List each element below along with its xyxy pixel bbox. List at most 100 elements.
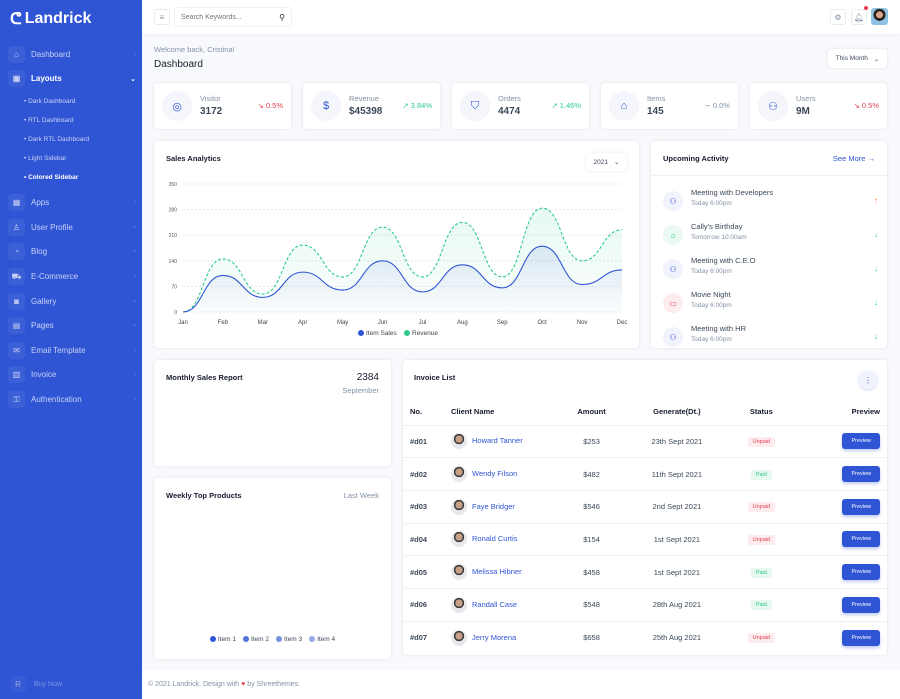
legend-item[interactable]: Item 1 xyxy=(209,636,236,643)
preview-button[interactable]: Preview xyxy=(842,433,880,450)
status-cell: Unpaid xyxy=(731,522,791,556)
period-select[interactable]: This Month ⌄ xyxy=(828,49,887,68)
y-tick-label: 280 xyxy=(169,208,178,214)
buy-now-link[interactable]: R Buy Now xyxy=(10,676,62,692)
preview-button[interactable]: Preview xyxy=(842,629,880,646)
preview-cell: Preview xyxy=(790,587,887,622)
activity-item[interactable]: ⚇ Meeting with Developers Today 6:00pm ↑ xyxy=(663,188,878,222)
weekly-products-card: Weekly Top Products Last Week Item 1 Item… xyxy=(154,478,391,659)
preview-cell: Preview xyxy=(790,555,887,589)
notifications-button[interactable]: 🔔︎ xyxy=(851,9,867,25)
sidebar-item-blog[interactable]: ◔ Blog › xyxy=(8,242,136,262)
see-more-link[interactable]: See More → xyxy=(832,154,875,163)
legend-item[interactable]: Item 4 xyxy=(309,636,335,643)
client-avatar xyxy=(451,466,467,483)
preview-cell: Preview xyxy=(790,457,887,491)
legend-item[interactable]: Item 2 xyxy=(242,636,269,643)
client-avatar xyxy=(451,498,467,515)
client-name-link[interactable]: Randall Case xyxy=(472,599,518,609)
status-badge: Paid xyxy=(750,567,772,578)
legend-item[interactable]: Item 3 xyxy=(276,636,302,643)
sidebar-item-layouts[interactable]: ▣ Layouts ⌄ xyxy=(8,69,136,89)
stat-change: ∼ 0.0% xyxy=(704,101,730,110)
activity-item[interactable]: ⌂ Cally's Birthday Tomorrow 10:00am ↓ xyxy=(663,222,878,256)
amount: $482 xyxy=(561,457,623,491)
client-cell: Faye Bridger xyxy=(451,489,561,524)
stat-card-users: ⚇ Users 9M ↘ 0.5% xyxy=(750,83,887,129)
date: 1st Sept 2021 xyxy=(622,555,732,589)
sidebar-item-pages[interactable]: ▤ Pages › xyxy=(8,316,136,336)
x-tick-label: Apr xyxy=(298,320,307,326)
preview-cell: Preview xyxy=(790,489,887,524)
sidebar-subitem[interactable]: • Dark RTL Dashboard xyxy=(24,136,90,143)
sidebar-item-authentication[interactable]: ⚿ Authentication › xyxy=(8,390,136,410)
chevron-right-icon: › xyxy=(133,371,136,379)
client-cell: Randall Case xyxy=(451,587,561,622)
stat-card-items: ⌂ Items 145 ∼ 0.0% xyxy=(601,83,738,129)
sidebar-item-invoice[interactable]: ▥ Invoice › xyxy=(8,365,136,385)
client-name-link[interactable]: Howard Tanner xyxy=(472,436,523,446)
client-name-link[interactable]: Jerry Morena xyxy=(472,632,517,642)
period-label[interactable]: Last Week xyxy=(343,491,379,500)
activity-item[interactable]: ⚇ Meeting with HR Today 6:00pm ↓ xyxy=(663,324,878,358)
x-tick-label: Dec xyxy=(617,320,628,326)
activity-item[interactable]: ▭ Movie Night Today 6:00pm ↓ xyxy=(663,290,878,324)
chevron-right-icon: › xyxy=(133,50,136,58)
sidebar-item-user-profile[interactable]: ♙ User Profile › xyxy=(8,217,136,237)
monthly-sales-month: September xyxy=(342,386,379,395)
logo[interactable]: ᕦ Landrick xyxy=(10,10,92,28)
trend-up-icon: ↗ xyxy=(402,101,411,110)
chevron-right-icon: › xyxy=(133,396,136,403)
status-badge: Paid xyxy=(750,469,772,480)
invoice-no: #d03 xyxy=(403,489,451,524)
client-cell: Ronald Curtis xyxy=(451,522,561,556)
visitor-icon: ◎ xyxy=(162,91,192,121)
sidebar-item-e-commerce[interactable]: ⛟ E-Commerce › xyxy=(8,267,136,287)
year-select[interactable]: 2021 ⌄ xyxy=(586,153,627,171)
search-box[interactable]: ⚲ xyxy=(174,7,292,27)
sidebar-subitem[interactable]: • Light Sidebar xyxy=(24,154,67,162)
user-avatar[interactable] xyxy=(871,8,888,25)
client-name-link[interactable]: Ronald Curtis xyxy=(472,534,518,544)
client-name-link[interactable]: Faye Bridger xyxy=(472,501,515,511)
sidebar-subitem[interactable]: • Dark Dashboard xyxy=(24,98,76,106)
preview-button[interactable]: Preview xyxy=(842,596,880,613)
status-badge: Unpaid xyxy=(747,633,776,644)
envelope-icon: ✉ xyxy=(8,341,25,359)
sidebar-item-apps[interactable]: ▦ Apps › xyxy=(8,193,136,213)
video-icon: ▭ xyxy=(663,293,683,313)
preview-button[interactable]: Preview xyxy=(842,466,880,483)
series-area-0 xyxy=(183,246,622,312)
activity-item[interactable]: ⚇ Meeting with C.E.O Today 6:00pm ↓ xyxy=(663,256,878,290)
client-name-link[interactable]: Wendy Filson xyxy=(472,469,518,479)
invoice-no: #d01 xyxy=(403,424,451,458)
divider xyxy=(651,175,887,176)
settings-button[interactable]: ⚙ xyxy=(830,9,846,25)
sidebar-item-label: Dashboard xyxy=(31,49,71,59)
apps-icon: ▦ xyxy=(8,194,25,212)
meeting-icon: ⚇ xyxy=(663,191,683,211)
sidebar-subitem[interactable]: • RTL Dashboard xyxy=(24,117,74,125)
date: 11th Sept 2021 xyxy=(622,457,732,491)
meeting-icon: ⚇ xyxy=(663,327,683,347)
activity-time: Today 6:00pm xyxy=(691,268,732,275)
date: 25th Aug 2021 xyxy=(622,620,732,654)
activity-title: Meeting with HR xyxy=(691,324,747,333)
preview-button[interactable]: Preview xyxy=(842,498,880,515)
x-tick-label: May xyxy=(337,320,348,326)
preview-button[interactable]: Preview xyxy=(842,564,880,581)
sidebar-item-email-template[interactable]: ✉ Email Template › xyxy=(8,340,136,360)
sidebar-item-label: Apps xyxy=(31,198,50,208)
menu-toggle-button[interactable]: ≡ xyxy=(154,9,170,25)
search-icon[interactable]: ⚲ xyxy=(279,12,285,22)
preview-button[interactable]: Preview xyxy=(842,531,880,548)
client-name-link[interactable]: Melissa Hibner xyxy=(472,567,522,577)
more-options-button[interactable]: ⋮ xyxy=(859,371,877,389)
chevron-right-icon: › xyxy=(133,322,136,330)
sidebar-subitem[interactable]: • Colored Sidebar xyxy=(24,173,79,181)
activity-title: Cally's Birthday xyxy=(691,222,743,231)
sidebar-item-gallery[interactable]: ◙ Gallery › xyxy=(8,291,136,311)
search-input[interactable] xyxy=(181,13,271,21)
activity-title: Movie Night xyxy=(691,290,731,299)
sidebar-item-dashboard[interactable]: ⌂ Dashboard › xyxy=(8,44,136,64)
